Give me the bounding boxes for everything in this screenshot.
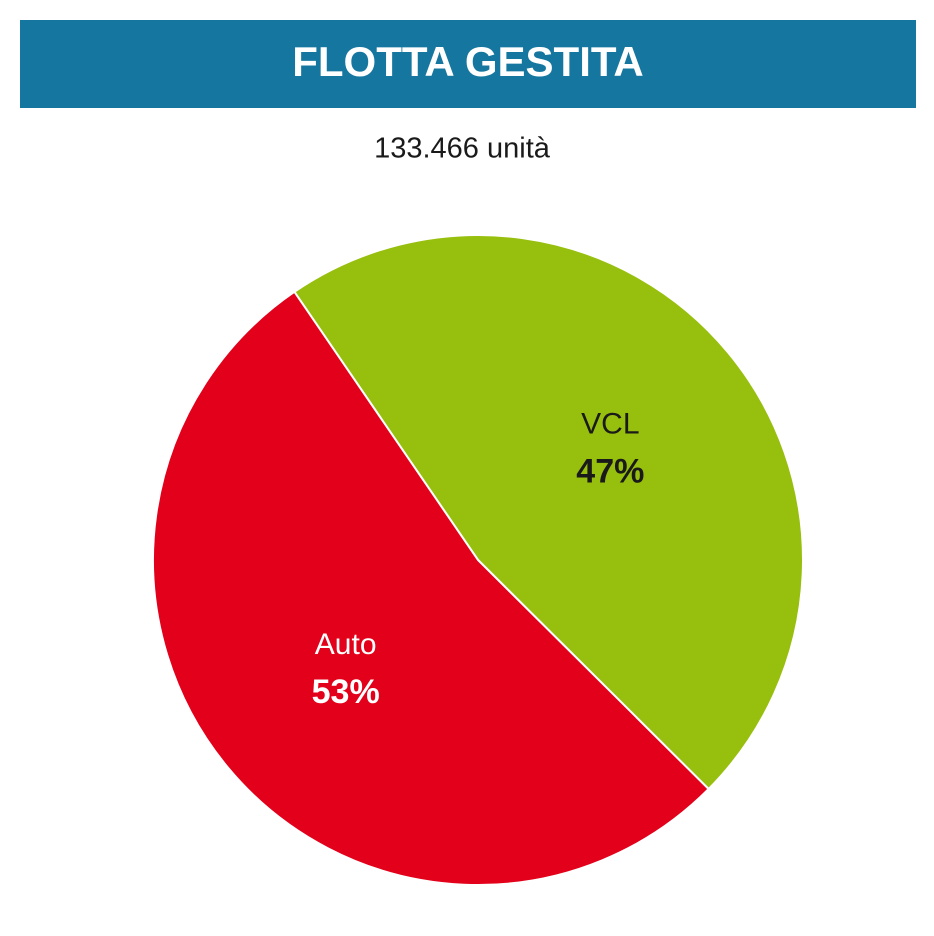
chart-title: FLOTTA GESTITA [292, 38, 644, 85]
chart-subtitle: 133.466 unità [374, 133, 551, 165]
title-banner [20, 20, 916, 108]
slice-value-label: 47% [576, 453, 644, 491]
slice-value-label: 53% [312, 673, 380, 711]
pie-slice [292, 234, 804, 791]
pie-slice [152, 290, 711, 886]
slice-label: VCL [581, 408, 639, 441]
slice-label: Auto [315, 628, 377, 661]
